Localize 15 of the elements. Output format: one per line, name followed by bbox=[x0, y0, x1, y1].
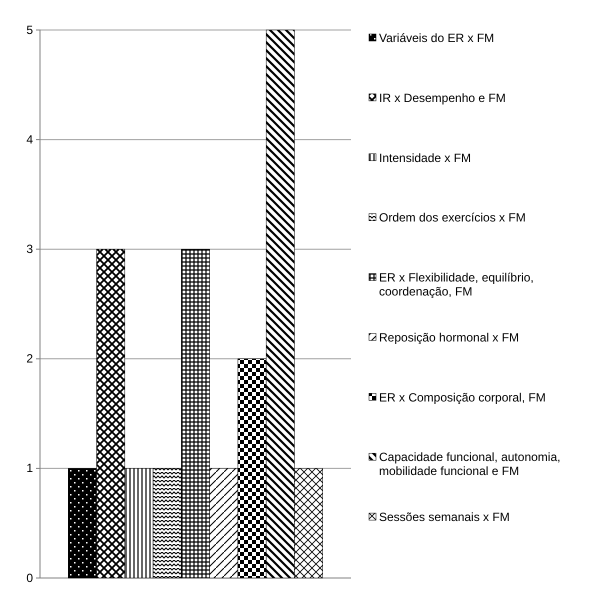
legend-label: ER x Flexibilidade, equilíbrio, coordenação, FM bbox=[379, 270, 534, 299]
y-tick-label: 5 bbox=[26, 22, 34, 37]
legend-label: Sessões semanais x FM bbox=[379, 510, 510, 524]
legend-label: Ordem dos exercícios x FM bbox=[379, 210, 526, 225]
legend-label: Reposição hormonal x FM bbox=[379, 330, 520, 344]
legend-label: IR x Desempenho e FM bbox=[379, 90, 506, 105]
y-tick-label: 4 bbox=[26, 132, 34, 146]
legend-label: Capacidade funcional, autonomia, mobilidade funcional e FM bbox=[379, 450, 560, 478]
legend-label: Intensidade x FM bbox=[379, 150, 472, 165]
y-tick-label: 2 bbox=[26, 352, 34, 366]
y-tick-label: 3 bbox=[26, 242, 34, 256]
legend-label: ER x Composição corporal, FM bbox=[379, 390, 546, 404]
legend-label: Variáveis do ER x FM bbox=[379, 31, 494, 45]
y-tick-label: 1 bbox=[26, 461, 34, 476]
y-tick-label: 0 bbox=[26, 570, 34, 585]
